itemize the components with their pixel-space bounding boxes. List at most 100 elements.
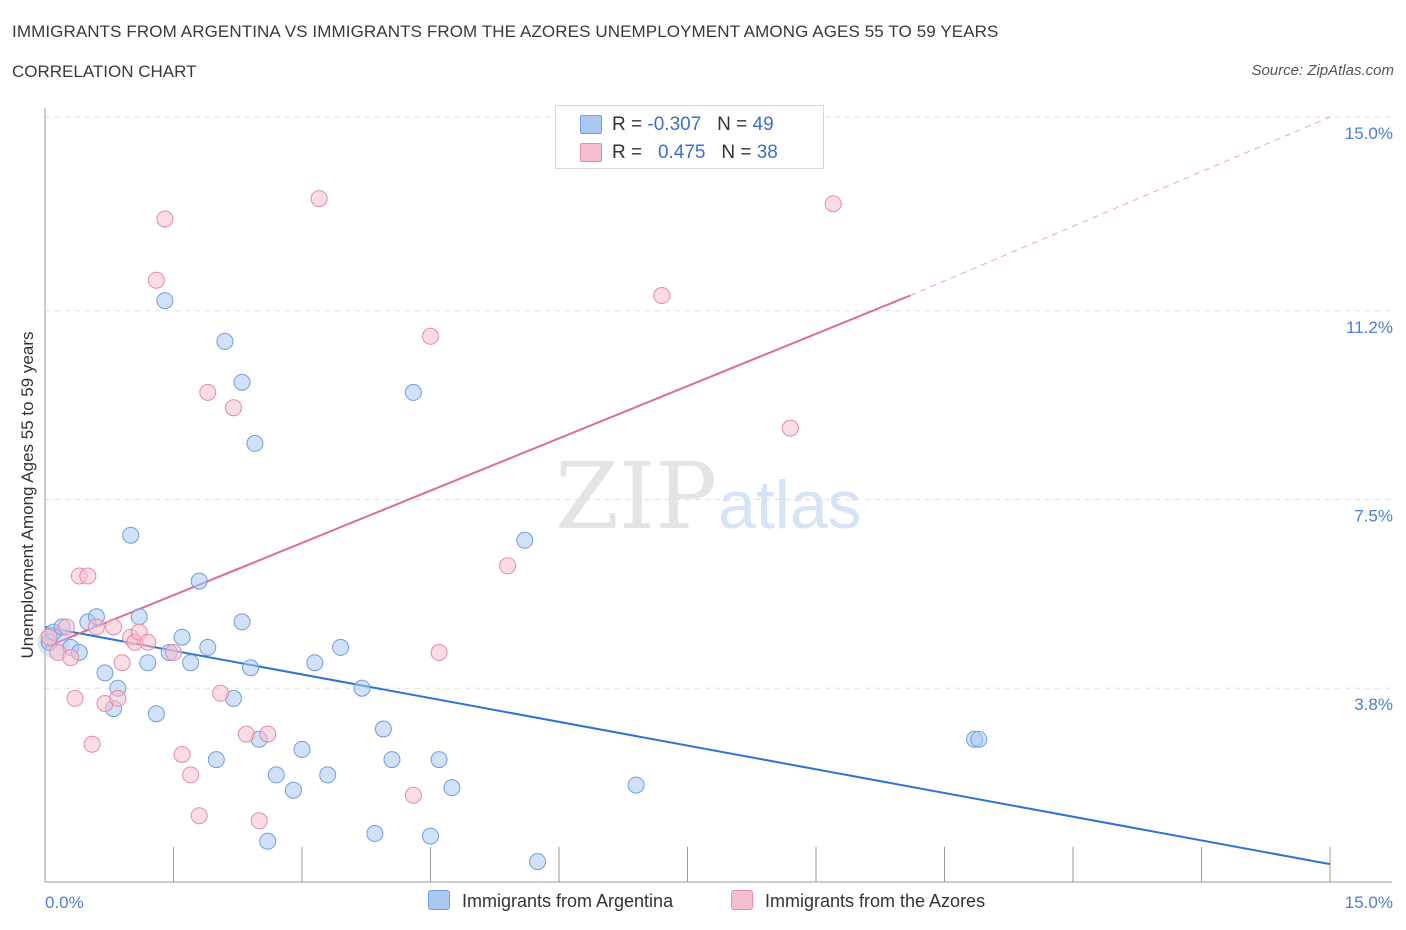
blue-data-point — [353, 679, 371, 697]
y-axis-label: Unemployment Among Ages 55 to 59 years — [18, 332, 37, 659]
blue-data-point — [242, 659, 260, 677]
blue-data-point — [96, 664, 114, 682]
blue-data-point — [156, 292, 174, 310]
blue-data-point — [233, 613, 251, 631]
pink-data-point — [40, 628, 58, 646]
source-credit: Source: ZipAtlas.com — [1251, 62, 1394, 79]
blue-data-point — [319, 766, 337, 784]
watermark-zip: ZIP — [555, 443, 717, 550]
blue-data-point — [130, 608, 148, 626]
pink-data-point — [66, 689, 84, 707]
legend-n-label: N = — [717, 114, 748, 135]
watermark-atlas: atlas — [718, 467, 862, 543]
pink-data-point — [62, 649, 80, 667]
grid-lines — [45, 116, 1392, 689]
correlation-legend: R = -0.307 N = 49 R = 0.475 N = 38 — [555, 105, 824, 169]
pink-data-point — [79, 567, 97, 585]
blue-data-point — [267, 766, 285, 784]
legend-swatch-argentina — [428, 890, 450, 910]
blue-data-point — [516, 531, 534, 549]
legend-row-azores: R = 0.475 N = 38 — [580, 142, 778, 166]
pink-data-point — [224, 399, 242, 417]
pink-data-point — [199, 383, 217, 401]
pink-data-point — [156, 210, 174, 228]
blue-data-point — [430, 751, 448, 769]
pink-data-point — [310, 190, 328, 208]
pink-data-point — [404, 786, 422, 804]
blue-data-point — [139, 654, 157, 672]
blue-data-point — [190, 572, 208, 590]
blue-data-point — [529, 853, 547, 871]
pink-data-point — [113, 654, 131, 672]
blue-data-point — [216, 332, 234, 350]
x-tick-label: 0.0% — [45, 893, 84, 912]
pink-trend-extension — [910, 116, 1331, 296]
legend-r-label: R = — [612, 142, 643, 163]
pink-data-point — [781, 419, 799, 437]
pink-data-point — [824, 195, 842, 213]
blue-data-point — [147, 705, 165, 723]
legend-n-value: 38 — [756, 142, 778, 163]
legend-swatch-azores — [731, 890, 753, 910]
legend-swatch-pink — [580, 143, 602, 163]
blue-data-point — [332, 638, 350, 656]
legend-swatch-blue — [580, 115, 602, 135]
legend-item-argentina: Immigrants from Argentina — [428, 890, 673, 912]
pink-data-point — [653, 287, 671, 304]
blue-data-point — [404, 383, 422, 401]
pink-data-point — [109, 689, 127, 707]
blue-data-point — [443, 779, 461, 797]
axes — [44, 108, 1392, 883]
legend-label-azores: Immigrants from the Azores — [765, 891, 986, 911]
blue-data-point — [182, 654, 200, 672]
blue-data-point — [207, 751, 225, 769]
y-tick-label: 3.8% — [1354, 695, 1393, 714]
legend-r-value: 0.475 — [657, 142, 706, 163]
chart-title: IMMIGRANTS FROM ARGENTINA VS IMMIGRANTS … — [12, 22, 999, 41]
blue-data-point — [970, 730, 988, 748]
pink-data-point — [182, 766, 200, 784]
blue-data-point — [422, 827, 439, 845]
y-tick-label: 11.2% — [1346, 318, 1393, 337]
y-tick-label: 7.5% — [1354, 507, 1393, 526]
blue-data-point — [173, 628, 191, 646]
blue-data-point — [284, 781, 302, 799]
tick-labels: 3.8% 7.5% 11.2% 15.0% 0.0% 15.0% — [45, 124, 1393, 912]
pink-data-point — [83, 735, 101, 753]
trend-lines — [44, 116, 1331, 866]
legend-n-label: N = — [721, 142, 752, 163]
pink-data-point — [147, 271, 165, 289]
blue-data-point — [366, 825, 384, 843]
blue-data-point — [259, 832, 277, 850]
data-points — [37, 190, 988, 871]
pink-data-point — [105, 618, 123, 636]
pink-data-point — [430, 644, 448, 661]
pink-trend-line — [44, 294, 911, 649]
blue-data-point — [122, 526, 140, 544]
pink-data-point — [139, 633, 157, 651]
blue-data-point — [246, 434, 264, 452]
legend-item-azores: Immigrants from the Azores — [731, 890, 985, 912]
chart-subtitle: CORRELATION CHART — [12, 62, 197, 81]
blue-data-point — [233, 373, 251, 391]
pink-data-point — [250, 812, 268, 830]
pink-data-point — [212, 684, 230, 702]
pink-data-point — [259, 725, 277, 743]
legend-r-label: R = — [612, 114, 643, 135]
pink-data-point — [57, 618, 75, 636]
legend-row-argentina: R = -0.307 N = 49 — [580, 114, 774, 138]
y-tick-label: 15.0% — [1345, 124, 1393, 143]
pink-data-point — [87, 618, 105, 636]
blue-data-point — [199, 638, 217, 656]
pink-data-point — [190, 807, 208, 825]
blue-data-point — [383, 751, 401, 769]
legend-n-value: 49 — [752, 114, 774, 135]
blue-data-point — [293, 740, 311, 758]
pink-data-point — [165, 644, 182, 661]
pink-data-point — [173, 746, 191, 763]
blue-trend-line — [44, 626, 1331, 866]
blue-data-point — [374, 720, 392, 738]
blue-data-point — [306, 654, 324, 672]
x-tick-label: 15.0% — [1345, 893, 1393, 912]
